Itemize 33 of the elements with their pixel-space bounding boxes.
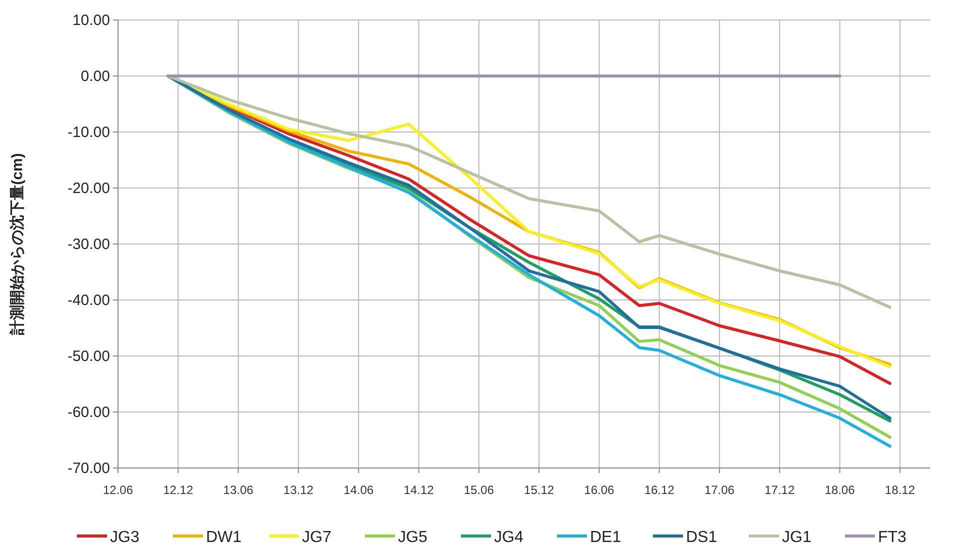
- x-tick-label: 13.06: [223, 483, 254, 497]
- legend-label: JG1: [782, 529, 812, 546]
- x-tick-label: 15.06: [464, 483, 494, 497]
- x-tick-label: 13.12: [283, 483, 314, 497]
- x-tick-label: 17.12: [764, 483, 795, 497]
- y-tick-label: 0.00: [80, 68, 110, 85]
- legend-label: JG5: [398, 529, 428, 546]
- y-tick-label: -60.00: [67, 404, 110, 421]
- y-tick-label: -70.00: [67, 460, 110, 477]
- x-tick-label: 16.06: [584, 483, 615, 497]
- y-tick-label: -20.00: [67, 180, 110, 197]
- legend-label: DW1: [206, 529, 242, 546]
- x-tick-label: 16.12: [644, 483, 675, 497]
- y-tick-label: -10.00: [67, 124, 110, 141]
- x-tick-label: 18.12: [884, 483, 916, 497]
- legend-label: JG3: [110, 529, 140, 546]
- y-tick-label: 10.00: [72, 12, 110, 29]
- y-tick-label: -50.00: [67, 348, 110, 365]
- x-tick-label: 12.06: [102, 483, 134, 497]
- legend-label: DE1: [590, 529, 622, 546]
- x-tick-label: 14.06: [344, 483, 374, 497]
- x-tick-label: 14.12: [404, 483, 434, 497]
- legend-label: JG7: [302, 529, 332, 546]
- legend-label: FT3: [878, 529, 907, 546]
- x-tick-label: 18.06: [824, 483, 856, 497]
- y-tick-label: -30.00: [67, 236, 110, 253]
- y-axis-title: 計測開始からの沈下量(cm): [9, 153, 26, 336]
- x-tick-label: 17.06: [704, 483, 735, 497]
- legend-label: JG4: [494, 529, 524, 546]
- x-tick-label: 12.12: [163, 483, 194, 497]
- legend-label: DS1: [686, 529, 718, 546]
- x-tick-label: 15.12: [524, 483, 554, 497]
- y-tick-label: -40.00: [67, 292, 110, 309]
